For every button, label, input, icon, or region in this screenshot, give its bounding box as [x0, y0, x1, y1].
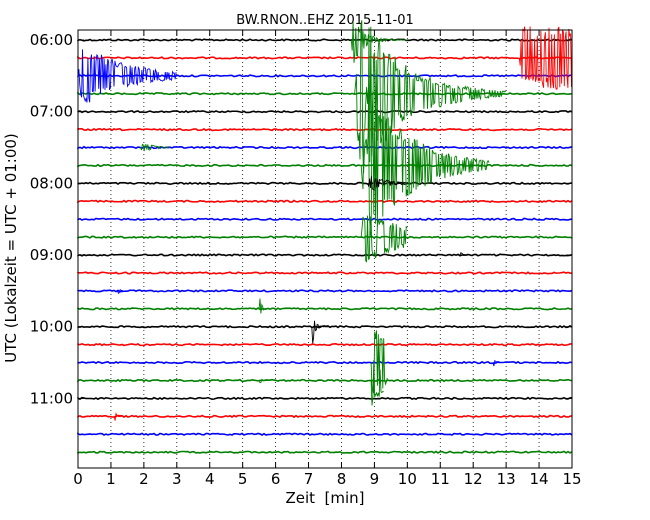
x-tick-label: 4 — [205, 470, 215, 488]
x-tick-label: 1 — [106, 470, 116, 488]
x-tick-label: 14 — [530, 470, 549, 488]
seismic-event — [360, 215, 408, 263]
trace-line — [77, 432, 573, 436]
trace-line — [77, 145, 573, 150]
trace-line — [77, 378, 573, 383]
trace-line — [77, 271, 573, 275]
x-tick-label: 6 — [271, 470, 281, 488]
y-axis-label: UTC (Lokalzeit = UTC + 01:00) — [2, 133, 20, 363]
trace-line — [77, 181, 573, 186]
trace-line — [77, 289, 573, 293]
chart-title: BW.RNON..EHZ 2015-11-01 — [236, 13, 414, 28]
seismic-event — [518, 26, 572, 90]
trace-line — [77, 450, 573, 454]
y-tick-label: 08:00 — [30, 174, 73, 192]
x-axis-label: Zeit [min] — [285, 489, 364, 507]
trace-line — [77, 217, 573, 221]
trace-line — [77, 396, 573, 401]
trace-line — [77, 307, 573, 311]
x-tick-label: 0 — [73, 470, 83, 488]
seismic-event — [492, 359, 502, 367]
x-tick-label: 15 — [562, 470, 581, 488]
plot-frame — [77, 29, 573, 469]
seismic-event — [258, 379, 269, 384]
trace-line — [77, 342, 573, 347]
y-tick-label: 07:00 — [30, 103, 73, 121]
trace-line — [77, 199, 573, 204]
seismic-event — [113, 412, 124, 421]
x-tick-label: 10 — [398, 470, 417, 488]
seismic-event — [117, 288, 127, 295]
trace-line — [77, 127, 573, 132]
seismogram-traces — [77, 20, 573, 454]
x-tick-label: 5 — [238, 470, 248, 488]
trace-line — [77, 163, 573, 168]
x-tick-label: 13 — [497, 470, 516, 488]
trace-line — [77, 74, 573, 78]
trace-line — [77, 324, 573, 329]
seismic-event — [354, 20, 507, 174]
y-tick-label: 10:00 — [30, 318, 73, 336]
seismic-event — [311, 320, 328, 344]
y-axis-ticks: 06:00 07:00 08:00 09:00 10:00 11:00 — [30, 31, 572, 407]
x-tick-label: 7 — [304, 470, 314, 488]
y-tick-label: 09:00 — [30, 246, 73, 264]
trace-line — [77, 38, 573, 42]
seismic-event — [370, 360, 384, 406]
trace-line — [77, 414, 573, 419]
x-tick-label: 8 — [337, 470, 347, 488]
trace-line — [77, 235, 573, 239]
x-tick-label: 11 — [431, 470, 450, 488]
seismic-event — [360, 86, 490, 238]
seismic-event — [140, 143, 170, 152]
x-tick-label: 3 — [172, 470, 182, 488]
x-tick-label: 12 — [464, 470, 483, 488]
x-tick-label: 2 — [139, 470, 149, 488]
seismic-event — [367, 176, 407, 190]
trace-line — [77, 360, 573, 365]
trace-line — [77, 56, 573, 60]
seismic-event — [459, 252, 470, 257]
trace-line — [77, 109, 573, 114]
seismic-event — [258, 298, 269, 314]
y-tick-label: 11:00 — [30, 389, 73, 407]
seismic-event — [77, 49, 177, 103]
x-axis-ticks: 0 1 2 3 4 5 6 7 8 9 10 11 12 13 14 15 — [73, 30, 582, 488]
y-tick-label: 06:00 — [30, 31, 73, 49]
x-tick-label: 9 — [370, 470, 380, 488]
trace-line — [77, 253, 573, 257]
